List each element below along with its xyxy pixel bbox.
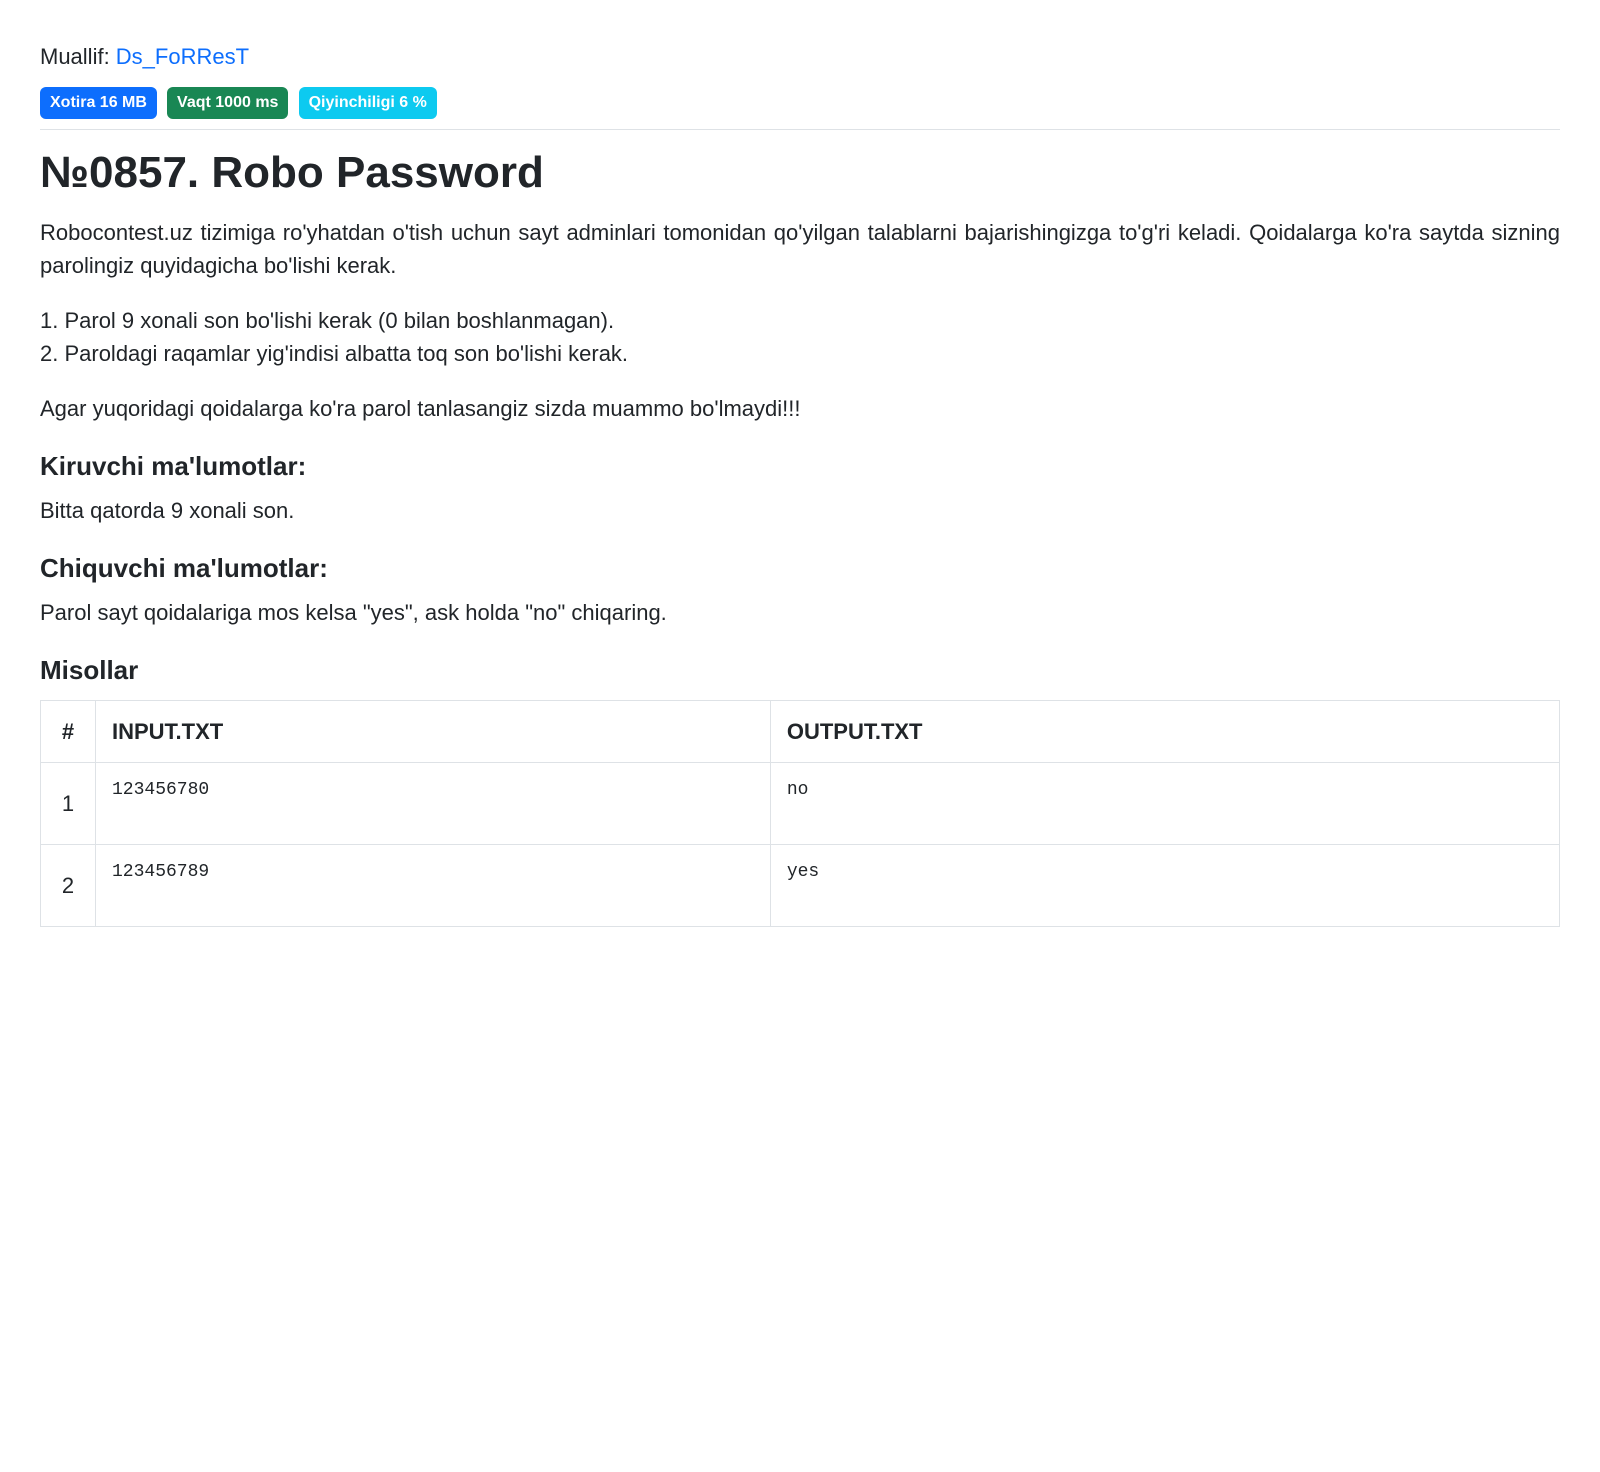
row-num: 1 bbox=[41, 763, 96, 845]
output-text: Parol sayt qoidalariga mos kelsa "yes", … bbox=[40, 596, 1560, 629]
row-input: 123456789 bbox=[96, 845, 771, 927]
examples-table: # INPUT.TXT OUTPUT.TXT 1 123456780 no 2 … bbox=[40, 700, 1560, 927]
col-output: OUTPUT.TXT bbox=[770, 701, 1559, 763]
divider bbox=[40, 129, 1560, 130]
table-header-row: # INPUT.TXT OUTPUT.TXT bbox=[41, 701, 1560, 763]
author-line: Muallif: Ds_FoRResT bbox=[40, 40, 1560, 73]
input-heading: Kiruvchi ma'lumotlar: bbox=[40, 447, 1560, 486]
table-row: 1 123456780 no bbox=[41, 763, 1560, 845]
row-output: yes bbox=[770, 845, 1559, 927]
col-input: INPUT.TXT bbox=[96, 701, 771, 763]
examples-heading: Misollar bbox=[40, 651, 1560, 690]
intro-text: Robocontest.uz tizimiga ro'yhatdan o'tis… bbox=[40, 216, 1560, 282]
row-input: 123456780 bbox=[96, 763, 771, 845]
problem-title: №0857. Robo Password bbox=[40, 140, 1560, 206]
output-heading: Chiquvchi ma'lumotlar: bbox=[40, 549, 1560, 588]
time-badge: Vaqt 1000 ms bbox=[167, 87, 288, 119]
author-label: Muallif: bbox=[40, 44, 116, 69]
table-row: 2 123456789 yes bbox=[41, 845, 1560, 927]
row-num: 2 bbox=[41, 845, 96, 927]
closing-text: Agar yuqoridagi qoidalarga ko'ra parol t… bbox=[40, 392, 1560, 425]
row-output: no bbox=[770, 763, 1559, 845]
difficulty-badge: Qiyinchiligi 6 % bbox=[299, 87, 437, 119]
rule-1: 1. Parol 9 xonali son bo'lishi kerak (0 … bbox=[40, 304, 1560, 337]
input-text: Bitta qatorda 9 xonali son. bbox=[40, 494, 1560, 527]
memory-badge: Xotira 16 MB bbox=[40, 87, 157, 119]
col-num: # bbox=[41, 701, 96, 763]
rules-list: 1. Parol 9 xonali son bo'lishi kerak (0 … bbox=[40, 304, 1560, 370]
rule-2: 2. Paroldagi raqamlar yig'indisi albatta… bbox=[40, 337, 1560, 370]
badges-row: Xotira 16 MB Vaqt 1000 ms Qiyinchiligi 6… bbox=[40, 83, 1560, 119]
author-link[interactable]: Ds_FoRResT bbox=[116, 44, 249, 69]
